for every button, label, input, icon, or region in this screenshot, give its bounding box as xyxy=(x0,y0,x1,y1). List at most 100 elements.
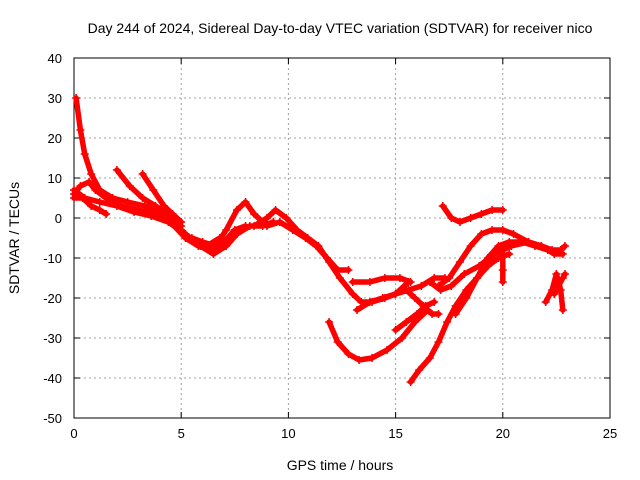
series-arc2 xyxy=(70,178,250,254)
y-tick-label: -40 xyxy=(43,371,62,386)
data-point xyxy=(353,306,362,314)
data-point xyxy=(102,210,111,218)
data-point xyxy=(560,242,569,250)
data-point xyxy=(125,182,134,190)
chart-title: Day 244 of 2024, Sidereal Day-to-day VTE… xyxy=(88,20,593,36)
data-point xyxy=(430,298,439,306)
y-tick-label: 0 xyxy=(55,211,62,226)
y-tick-label: 20 xyxy=(48,131,62,146)
y-tick-label: -50 xyxy=(43,411,62,426)
data-point xyxy=(282,214,291,222)
data-point xyxy=(95,206,104,214)
data-point xyxy=(80,194,89,202)
y-tick-labels: -50 -40 -30 -20 -10 0 10 20 30 40 xyxy=(43,51,62,426)
data-point xyxy=(365,278,374,286)
data-point xyxy=(181,230,190,238)
data-point xyxy=(112,202,121,210)
data-point xyxy=(151,202,160,210)
data-point xyxy=(140,202,149,210)
data-point xyxy=(102,194,111,202)
data-point xyxy=(262,222,271,230)
data-point xyxy=(138,170,147,178)
y-tick-label: -30 xyxy=(43,331,62,346)
x-tick-label: 25 xyxy=(603,426,617,441)
data-point xyxy=(498,206,507,214)
series-arc10 xyxy=(348,274,415,286)
data-point xyxy=(348,278,357,286)
data-point xyxy=(434,310,443,318)
data-point xyxy=(271,206,280,214)
data-point xyxy=(164,218,173,226)
data-point xyxy=(262,214,271,222)
y-tick-label: -20 xyxy=(43,291,62,306)
data-point xyxy=(168,210,177,218)
x-tick-label: 0 xyxy=(70,426,77,441)
series-arc5 xyxy=(112,166,186,230)
y-tick-label: 30 xyxy=(48,91,62,106)
data-point xyxy=(494,246,503,254)
data-point xyxy=(398,334,407,342)
data-point xyxy=(130,208,139,216)
data-point xyxy=(70,194,78,202)
data-point xyxy=(368,354,377,362)
y-axis-label: SDTVAR / TECUs xyxy=(6,182,22,294)
data-point xyxy=(460,270,469,278)
data-point xyxy=(477,230,486,238)
data-point xyxy=(222,242,231,250)
x-tick-label: 20 xyxy=(496,426,510,441)
data-point xyxy=(325,258,334,266)
data-point xyxy=(445,274,454,282)
series-arc11 xyxy=(353,274,449,314)
data-point xyxy=(344,350,353,358)
data-point xyxy=(447,282,456,290)
data-point xyxy=(72,94,81,102)
series-arc18 xyxy=(477,246,507,286)
y-tick-label: 10 xyxy=(48,171,62,186)
series-arc19 xyxy=(438,202,507,226)
data-point xyxy=(395,274,404,282)
data-point xyxy=(443,318,452,326)
data-point xyxy=(275,218,284,226)
data-point xyxy=(378,294,387,302)
data-point xyxy=(232,230,241,238)
data-point xyxy=(149,186,158,194)
data-point xyxy=(348,290,357,298)
data-point xyxy=(509,230,518,238)
data-point xyxy=(333,338,342,346)
x-axis-label: GPS time / hours xyxy=(287,457,394,473)
data-point xyxy=(434,338,443,346)
data-point xyxy=(434,282,443,290)
data-point xyxy=(380,274,389,282)
data-point xyxy=(498,250,507,258)
series-arc13 xyxy=(402,286,443,318)
x-tick-label: 10 xyxy=(281,426,295,441)
data-point xyxy=(91,186,100,194)
data-point xyxy=(406,378,415,386)
data-point xyxy=(314,242,323,250)
data-point xyxy=(241,198,250,206)
data-point xyxy=(76,182,85,190)
series-arc21 xyxy=(550,270,569,298)
data-point xyxy=(466,242,475,250)
data-point xyxy=(325,318,334,326)
data-point xyxy=(222,226,231,234)
data-point xyxy=(355,356,364,364)
data-point xyxy=(560,270,569,278)
series-line xyxy=(407,251,512,385)
data-point xyxy=(232,206,241,214)
data-point xyxy=(477,262,486,270)
data-point xyxy=(402,286,411,294)
data-point xyxy=(406,278,415,286)
data-point xyxy=(70,186,78,194)
data-point xyxy=(447,214,456,222)
data-point xyxy=(451,310,460,318)
data-point xyxy=(430,274,439,282)
data-point xyxy=(95,198,104,206)
data-point xyxy=(147,212,156,220)
data-point xyxy=(87,202,96,210)
data-point xyxy=(425,278,434,286)
data-point xyxy=(209,250,218,258)
data-point xyxy=(550,290,559,298)
data-point xyxy=(383,346,392,354)
data-point xyxy=(477,210,486,218)
